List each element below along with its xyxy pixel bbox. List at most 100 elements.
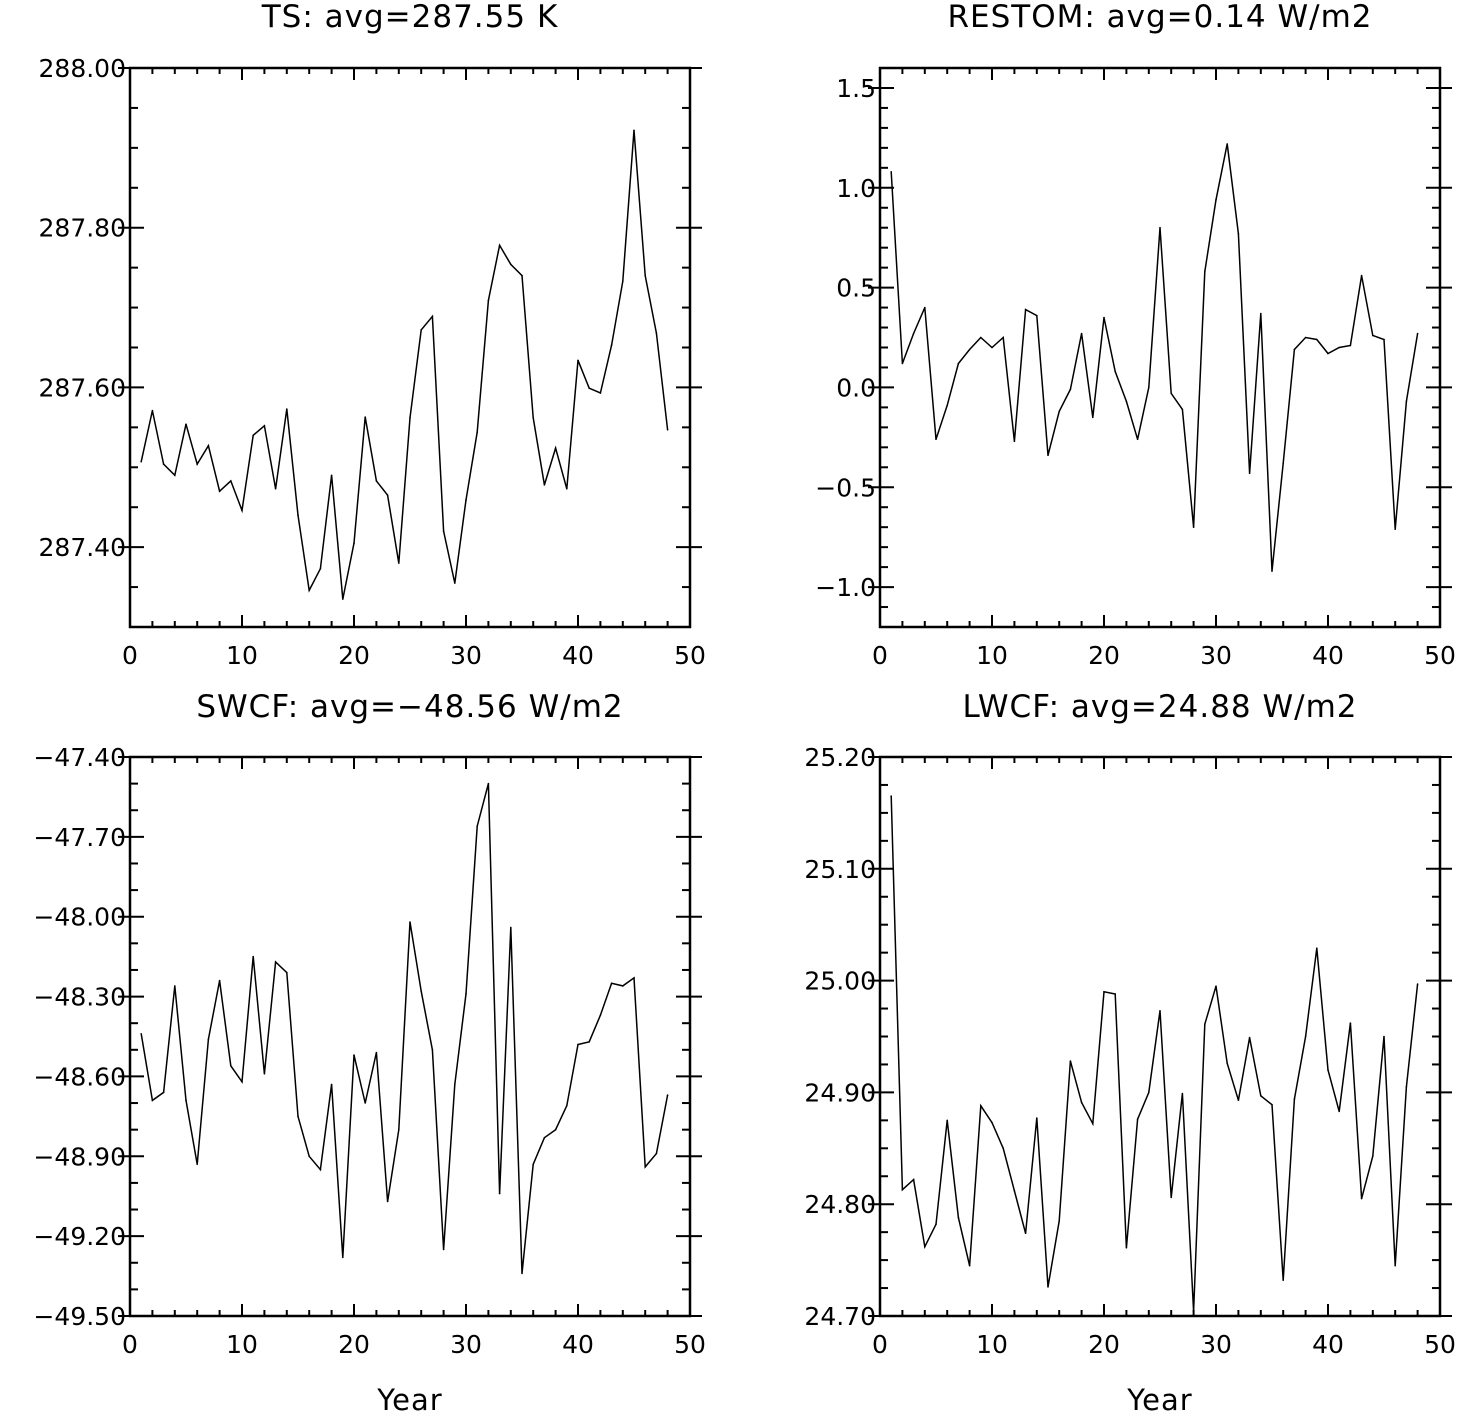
data-point xyxy=(263,1073,266,1075)
data-point xyxy=(1192,1310,1195,1313)
panel-lwcf: LWCF: avg=24.88 W/m2 0 10 20 30 40 50 24.70 24.… xyxy=(804,689,1455,1416)
data-point xyxy=(498,244,501,247)
data-point xyxy=(1416,332,1419,335)
data-point xyxy=(1360,274,1363,277)
data-point xyxy=(330,1083,333,1086)
x-tick-label: 40 xyxy=(562,641,594,670)
data-point xyxy=(1092,1122,1094,1125)
panel-restom: RESTOM: avg=0.14 W/m2 0 10 20 30 40 50 −1.0 −0.… xyxy=(815,0,1456,670)
data-point xyxy=(162,1091,165,1094)
panel-title: RESTOM: avg=0.14 W/m2 xyxy=(947,0,1372,35)
data-point xyxy=(151,1099,154,1102)
panel-title: TS: avg=287.55 K xyxy=(261,0,559,35)
data-point xyxy=(1058,1220,1060,1222)
y-tick-label: −48.30 xyxy=(33,983,126,1012)
data-point xyxy=(957,1216,960,1219)
data-point xyxy=(588,387,590,390)
data-point xyxy=(532,417,534,419)
data-point xyxy=(1159,1010,1161,1012)
data-point xyxy=(1394,528,1396,530)
data-point xyxy=(644,274,646,277)
data-point xyxy=(196,463,198,465)
data-point xyxy=(174,474,176,477)
y-tick-label: −0.5 xyxy=(815,473,876,502)
data-point xyxy=(274,961,277,963)
data-point xyxy=(1002,1147,1004,1150)
data-point xyxy=(1327,1069,1329,1071)
data-point xyxy=(375,480,378,482)
data-point xyxy=(521,1272,523,1275)
data-point xyxy=(901,362,904,365)
data-point xyxy=(151,409,154,412)
data-point xyxy=(1237,1099,1240,1101)
plot-frame xyxy=(128,755,692,1318)
x-tick-label: 20 xyxy=(1088,641,1120,670)
data-point xyxy=(342,598,344,600)
data-point xyxy=(420,329,423,331)
y-tick-label: −48.60 xyxy=(33,1062,126,1091)
data-point xyxy=(263,425,266,427)
data-point xyxy=(442,530,445,532)
data-point xyxy=(1349,344,1352,347)
data-point xyxy=(218,979,221,982)
data-point xyxy=(1215,199,1217,201)
data-point xyxy=(398,562,400,564)
data-point xyxy=(1304,1035,1307,1038)
data-point xyxy=(1293,1098,1296,1100)
data-point xyxy=(1327,352,1329,355)
data-point xyxy=(901,1188,904,1191)
data-point xyxy=(330,474,333,477)
data-point xyxy=(1226,143,1228,145)
data-point xyxy=(308,589,311,592)
data-point xyxy=(1271,1103,1273,1106)
data-point xyxy=(1047,454,1049,457)
data-point xyxy=(1125,400,1128,403)
y-tick-label: 288.00 xyxy=(39,54,126,83)
data-point xyxy=(935,1223,937,1226)
data-point xyxy=(465,993,467,995)
y-tick-label: −47.70 xyxy=(33,823,126,852)
data-point xyxy=(510,926,512,929)
data-point xyxy=(386,1200,389,1203)
data-point xyxy=(230,480,232,482)
x-tick-label: 20 xyxy=(1088,1330,1120,1359)
data-point xyxy=(241,509,243,512)
x-tick-label: 10 xyxy=(226,1330,258,1359)
data-point xyxy=(218,490,221,493)
y-tick-label: 24.90 xyxy=(804,1078,876,1107)
data-point xyxy=(409,921,411,923)
data-point xyxy=(1383,338,1385,341)
data-point xyxy=(890,171,892,173)
x-tick-label: 0 xyxy=(122,1330,138,1359)
y-tick-label: 1.0 xyxy=(836,174,876,203)
data-point xyxy=(1248,1036,1251,1039)
data-point xyxy=(207,1038,210,1040)
y-tick-label: 25.10 xyxy=(804,855,876,884)
data-point xyxy=(991,1121,993,1124)
data-point xyxy=(1248,472,1251,475)
data-point xyxy=(1114,370,1116,373)
data-point xyxy=(666,429,669,431)
data-point xyxy=(185,423,187,426)
data-point xyxy=(935,438,937,441)
data-point xyxy=(297,514,299,516)
data-point xyxy=(1405,1086,1408,1088)
y-tick-label: 287.40 xyxy=(39,533,126,562)
data-point xyxy=(1338,1110,1340,1113)
data-point xyxy=(196,1163,198,1166)
data-point xyxy=(968,348,971,351)
data-point xyxy=(1304,336,1307,339)
plot-area: 0 10 20 30 40 50 24.70 24.80 24.90 25.00 25.10 25.2… xyxy=(804,743,1455,1359)
data-point xyxy=(375,1051,378,1054)
data-point xyxy=(342,1256,344,1259)
data-point xyxy=(1125,1247,1128,1249)
y-tick-label: 25.20 xyxy=(804,743,876,772)
data-point xyxy=(1159,226,1161,229)
x-tick-label: 50 xyxy=(674,1330,706,1359)
data-point xyxy=(1204,1023,1206,1025)
x-axis-label: Year xyxy=(1126,1383,1192,1416)
data-point xyxy=(1002,336,1004,339)
series-line xyxy=(140,130,669,600)
data-point xyxy=(655,332,658,334)
x-tick-label: 40 xyxy=(1312,641,1344,670)
